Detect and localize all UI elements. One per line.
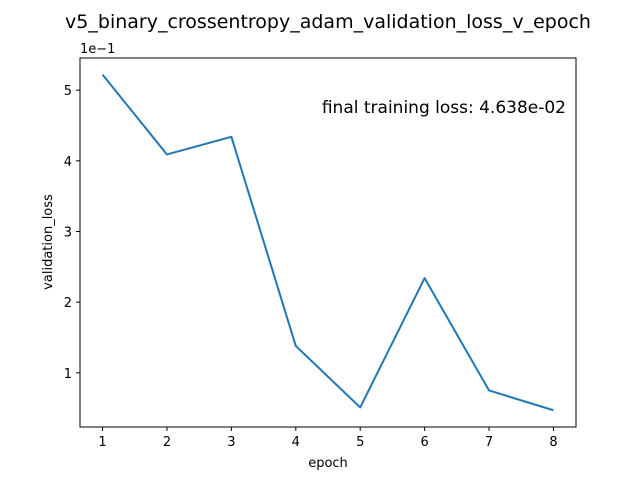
x-axis-label: epoch (308, 456, 348, 471)
x-tick-label: 5 (356, 435, 364, 450)
x-tick-label: 4 (292, 435, 300, 450)
y-tick-label: 3 (64, 225, 72, 240)
x-tick-label: 3 (227, 435, 235, 450)
chart-title: v5_binary_crossentropy_adam_validation_l… (65, 11, 591, 33)
y-offset-label: 1e−1 (80, 42, 115, 57)
x-tick-label: 8 (549, 435, 557, 450)
x-tick-label: 6 (420, 435, 428, 450)
plot-frame (79, 57, 577, 428)
validation-loss-line (101, 73, 554, 412)
y-tick-label: 1 (64, 367, 72, 382)
y-axis-label: validation_loss (41, 194, 56, 290)
x-tick-label: 7 (485, 435, 493, 450)
y-tick-label: 4 (64, 155, 72, 170)
series-group (101, 73, 554, 412)
y-axis: 1 2 3 4 5 (64, 84, 80, 382)
x-tick-label: 1 (98, 435, 106, 450)
final-loss-annotation: final training loss: 4.638e-02 (322, 98, 566, 118)
y-tick-label: 5 (64, 84, 72, 99)
y-tick-label: 2 (64, 296, 72, 311)
x-axis: 1 2 3 4 5 6 7 8 (98, 427, 558, 450)
x-tick-label: 2 (163, 435, 171, 450)
plot-area (79, 57, 577, 428)
